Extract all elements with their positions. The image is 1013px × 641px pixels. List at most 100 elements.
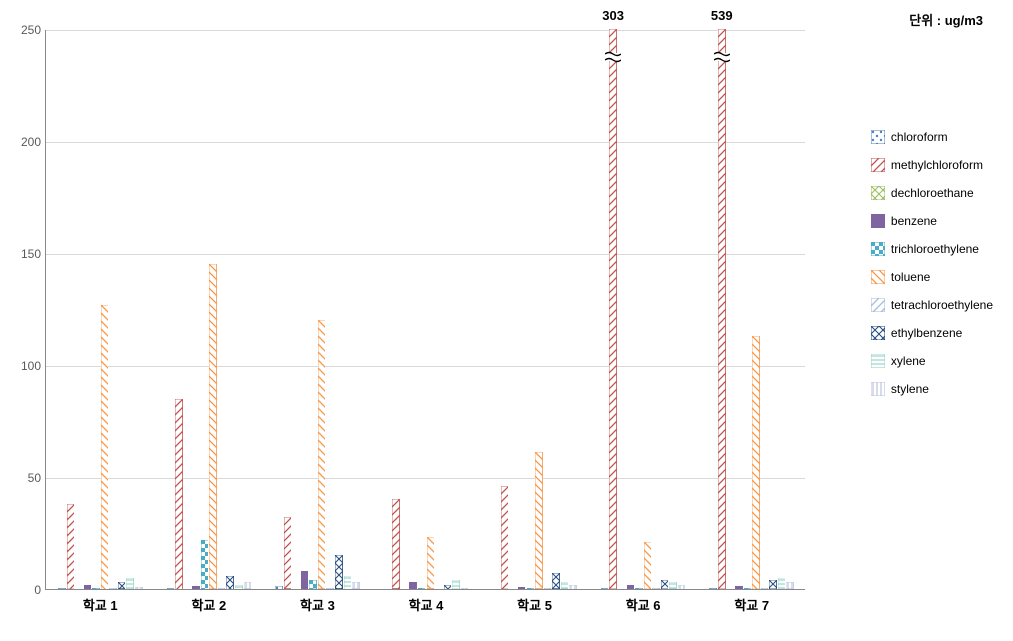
unit-label: 단위 : ug/m3 — [909, 10, 983, 29]
bar-ethylbenzene — [552, 573, 560, 589]
x-tick-label: 학교 7 — [734, 589, 769, 614]
bar-toluene — [535, 452, 543, 589]
bar-trichloroethylene — [744, 588, 752, 589]
bar-stylene — [352, 582, 360, 589]
gridline — [46, 478, 805, 479]
legend-item-benzene: benzene — [871, 214, 993, 228]
bar-benzene — [735, 586, 743, 589]
bar-toluene — [209, 264, 217, 589]
bar-chloroform — [275, 586, 283, 589]
bar-trichloroethylene — [418, 588, 426, 589]
x-tick-label: 학교 3 — [300, 589, 335, 614]
legend-label: benzene — [891, 214, 937, 228]
bar-xylene — [235, 585, 243, 589]
legend-item-ethylbenzene: ethylbenzene — [871, 326, 993, 340]
legend-swatch-icon — [871, 214, 885, 228]
bar-benzene — [192, 586, 200, 589]
legend-swatch-icon — [871, 270, 885, 284]
bar-tetrachloroethylene — [652, 588, 660, 589]
bar-toluene — [318, 320, 326, 589]
legend-label: ethylbenzene — [891, 326, 962, 340]
bar-xylene — [561, 582, 569, 589]
bar-ethylbenzene — [335, 555, 343, 589]
legend-item-chloroform: chloroform — [871, 130, 993, 144]
x-tick-label: 학교 1 — [83, 589, 118, 614]
bar-tetrachloroethylene — [544, 588, 552, 589]
bar-tetrachloroethylene — [761, 588, 769, 589]
legend-item-dechloroethane: dechloroethane — [871, 186, 993, 200]
legend-label: chloroform — [891, 130, 948, 144]
bar-ethylbenzene — [118, 582, 126, 589]
legend-label: methylchloroform — [891, 158, 983, 172]
legend-label: stylene — [891, 382, 929, 396]
bar-xylene — [126, 578, 134, 589]
axis-break-icon — [714, 50, 730, 64]
bar-benzene — [84, 585, 92, 589]
bar-toluene — [427, 537, 435, 589]
bar-tetrachloroethylene — [109, 588, 117, 589]
plot-area: 050100150200250학교 1학교 2학교 3학교 4학교 5학교 63… — [45, 30, 805, 590]
legend-item-trichloroethylene: trichloroethylene — [871, 242, 993, 256]
y-tick-label: 50 — [6, 471, 41, 485]
bar-ethylbenzene — [661, 580, 669, 589]
bar-benzene — [518, 587, 526, 589]
y-tick-label: 250 — [6, 23, 41, 37]
bar-toluene — [101, 305, 109, 589]
x-tick-label: 학교 2 — [191, 589, 226, 614]
legend-item-tetrachloroethylene: tetrachloroethylene — [871, 298, 993, 312]
gridline — [46, 254, 805, 255]
bar-stylene — [461, 588, 469, 589]
bar-stylene — [569, 585, 577, 589]
legend-swatch-icon — [871, 354, 885, 368]
y-tick-label: 150 — [6, 247, 41, 261]
bar-benzene — [409, 582, 417, 589]
bar-trichloroethylene — [527, 588, 535, 589]
bar-xylene — [452, 580, 460, 589]
bar-chloroform — [709, 588, 717, 589]
bar-toluene — [644, 542, 652, 589]
bar-methylchloroform — [392, 499, 400, 589]
bar-xylene — [778, 578, 786, 589]
legend-swatch-icon — [871, 186, 885, 200]
y-tick-label: 0 — [6, 583, 41, 597]
y-tick-label: 100 — [6, 359, 41, 373]
bar-chloroform — [58, 588, 66, 589]
bar-ethylbenzene — [226, 576, 234, 589]
legend-item-xylene: xylene — [871, 354, 993, 368]
bar-value-label: 539 — [711, 8, 733, 23]
bar-toluene — [752, 336, 760, 589]
bar-methylchloroform — [718, 29, 726, 589]
legend-item-toluene: toluene — [871, 270, 993, 284]
bar-xylene — [669, 582, 677, 589]
legend-item-methylchloroform: methylchloroform — [871, 158, 993, 172]
bar-ethylbenzene — [444, 585, 452, 589]
legend-swatch-icon — [871, 242, 885, 256]
bar-trichloroethylene — [201, 540, 209, 589]
bar-xylene — [344, 576, 352, 589]
legend-swatch-icon — [871, 382, 885, 396]
bar-ethylbenzene — [769, 580, 777, 589]
bar-methylchloroform — [609, 29, 617, 589]
legend-swatch-icon — [871, 158, 885, 172]
bar-tetrachloroethylene — [218, 588, 226, 589]
legend-swatch-icon — [871, 298, 885, 312]
bar-trichloroethylene — [92, 588, 100, 589]
legend: chloroform methylchloroform dechloroethane… — [871, 130, 993, 410]
bar-stylene — [135, 587, 143, 589]
bar-methylchloroform — [175, 399, 183, 589]
bar-trichloroethylene — [309, 580, 317, 589]
axis-break-icon — [605, 50, 621, 64]
bar-benzene — [627, 585, 635, 589]
legend-label: toluene — [891, 270, 930, 284]
legend-label: xylene — [891, 354, 926, 368]
bar-methylchloroform — [284, 517, 292, 589]
legend-item-stylene: stylene — [871, 382, 993, 396]
bar-trichloroethylene — [635, 588, 643, 589]
bar-methylchloroform — [501, 486, 509, 589]
bar-tetrachloroethylene — [326, 588, 334, 589]
chart-container: 단위 : ug/m3 050100150200250학교 1학교 2학교 3학교… — [0, 0, 1013, 641]
bar-stylene — [786, 582, 794, 589]
bar-methylchloroform — [67, 504, 75, 589]
bar-stylene — [244, 582, 252, 589]
x-tick-label: 학교 6 — [626, 589, 661, 614]
